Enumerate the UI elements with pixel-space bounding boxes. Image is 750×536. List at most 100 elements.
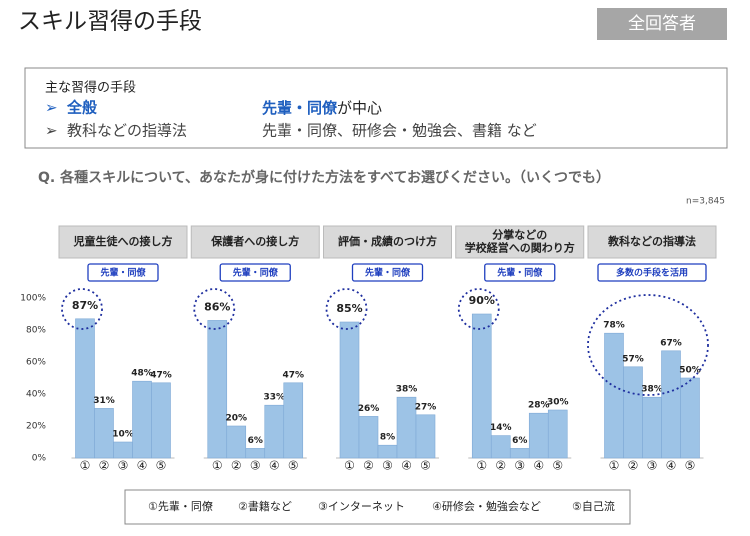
bar [471, 313, 492, 459]
badge-box [597, 8, 727, 40]
y-tick-label: 40% [26, 390, 46, 400]
bullet: ➢ [45, 99, 58, 117]
x-tick-label: ① [212, 459, 223, 473]
x-tick-label: ③ [382, 459, 393, 473]
value-label: 47% [150, 370, 172, 380]
legend-item: ③インターネット [318, 500, 405, 513]
x-tick-label: ③ [118, 459, 129, 473]
x-tick-label: ⑤ [552, 459, 563, 473]
tag: 先輩・同僚 [365, 267, 411, 279]
panel-header [58, 225, 188, 259]
bar [490, 435, 511, 459]
x-tick-label: ④ [269, 459, 280, 473]
value-label: 50% [679, 366, 701, 376]
panel-title: 児童生徒への接し方 [73, 234, 173, 248]
tag-box [87, 263, 159, 282]
page-title: スキル習得の手段 [18, 9, 202, 35]
highlight-circle [325, 288, 368, 330]
value-label: 57% [622, 354, 644, 364]
x-tick-label: ① [476, 459, 487, 473]
x-tick-label: ⑤ [685, 459, 696, 473]
panel-title: 評価・成績のつけ方 [338, 234, 437, 248]
legend-item: ④研修会・勉強会など [432, 499, 541, 513]
highlight-circle [587, 294, 709, 396]
panel-title: 学校経営への関わり方 [465, 241, 575, 255]
summary-rest: が中心 [337, 99, 382, 117]
bar [509, 448, 530, 459]
value-label: 6% [248, 436, 263, 446]
y-tick-label: 60% [26, 358, 46, 368]
tag: 先輩・同僚 [100, 267, 146, 279]
legend-box [124, 489, 631, 525]
panel-title: 保護者への接し方 [210, 234, 299, 248]
bar [396, 396, 417, 459]
value-label: 87% [72, 299, 98, 312]
highlight-circle [61, 288, 103, 330]
highlight-circle [457, 288, 500, 330]
x-tick-label: ④ [666, 459, 677, 473]
x-tick-label: ④ [533, 459, 544, 473]
bar [528, 412, 549, 459]
value-label: 26% [358, 404, 380, 414]
bullet: ➢ [45, 122, 58, 140]
summary-box [24, 67, 728, 149]
bar [245, 448, 266, 459]
highlight-circle [193, 288, 236, 330]
x-tick-label: ② [99, 459, 110, 473]
summary-highlight: 先輩・同僚 [262, 99, 338, 117]
question: Q. 各種スキルについて、あなたが身に付けた方法をすべてお選びください。（いくつ… [38, 169, 610, 186]
panel-header [587, 225, 717, 259]
value-label: 10% [112, 430, 134, 440]
x-tick-label: ③ [250, 459, 261, 473]
bar [207, 320, 228, 459]
bar [623, 366, 643, 459]
x-tick-label: ④ [401, 459, 412, 473]
x-tick-label: ⑤ [288, 459, 299, 473]
bar [75, 318, 95, 459]
x-tick-label: ② [363, 459, 374, 473]
panel-title: 分掌などの [492, 228, 547, 242]
y-tick-label: 0% [32, 454, 47, 464]
value-label: 8% [380, 433, 395, 443]
bar [264, 404, 285, 459]
x-tick-label: ③ [647, 459, 658, 473]
x-tick-label: ① [609, 459, 620, 473]
x-tick-label: ① [344, 459, 355, 473]
bar [680, 377, 700, 459]
tag-box [484, 263, 556, 282]
bar [358, 416, 379, 459]
value-label: 86% [204, 300, 230, 313]
value-label: 38% [641, 385, 663, 395]
legend-item: ①先輩・同僚 [148, 499, 213, 513]
value-label: 47% [282, 370, 304, 380]
bar [339, 321, 360, 459]
bar [377, 444, 398, 459]
value-label: 90% [469, 294, 495, 307]
value-label: 38% [396, 385, 418, 395]
tag: 先輩・同僚 [233, 267, 279, 279]
x-tick-label: ② [231, 459, 242, 473]
value-label: 30% [547, 398, 569, 408]
value-label: 67% [660, 338, 682, 348]
x-tick-label: ② [628, 459, 639, 473]
panel-title: 教科などの指導法 [607, 234, 696, 248]
value-label: 85% [336, 302, 362, 315]
legend-item: ⑤自己流 [572, 499, 615, 513]
summary-heading: 主な習得の手段 [45, 80, 136, 96]
value-label: 20% [225, 414, 247, 424]
y-tick-label: 80% [26, 326, 46, 336]
summary-label: 全般 [66, 99, 97, 117]
bar [94, 408, 114, 459]
summary-text: 先輩・同僚が中心 [262, 99, 382, 117]
bar [113, 441, 133, 459]
bar [283, 382, 304, 459]
bar [415, 414, 436, 459]
bar [151, 382, 171, 459]
x-tick-label: ① [80, 459, 91, 473]
panel-header [190, 225, 320, 259]
x-tick-label: ③ [514, 459, 525, 473]
y-tick-label: 20% [26, 422, 46, 432]
value-label: 78% [603, 321, 625, 331]
value-label: 48% [131, 369, 153, 379]
